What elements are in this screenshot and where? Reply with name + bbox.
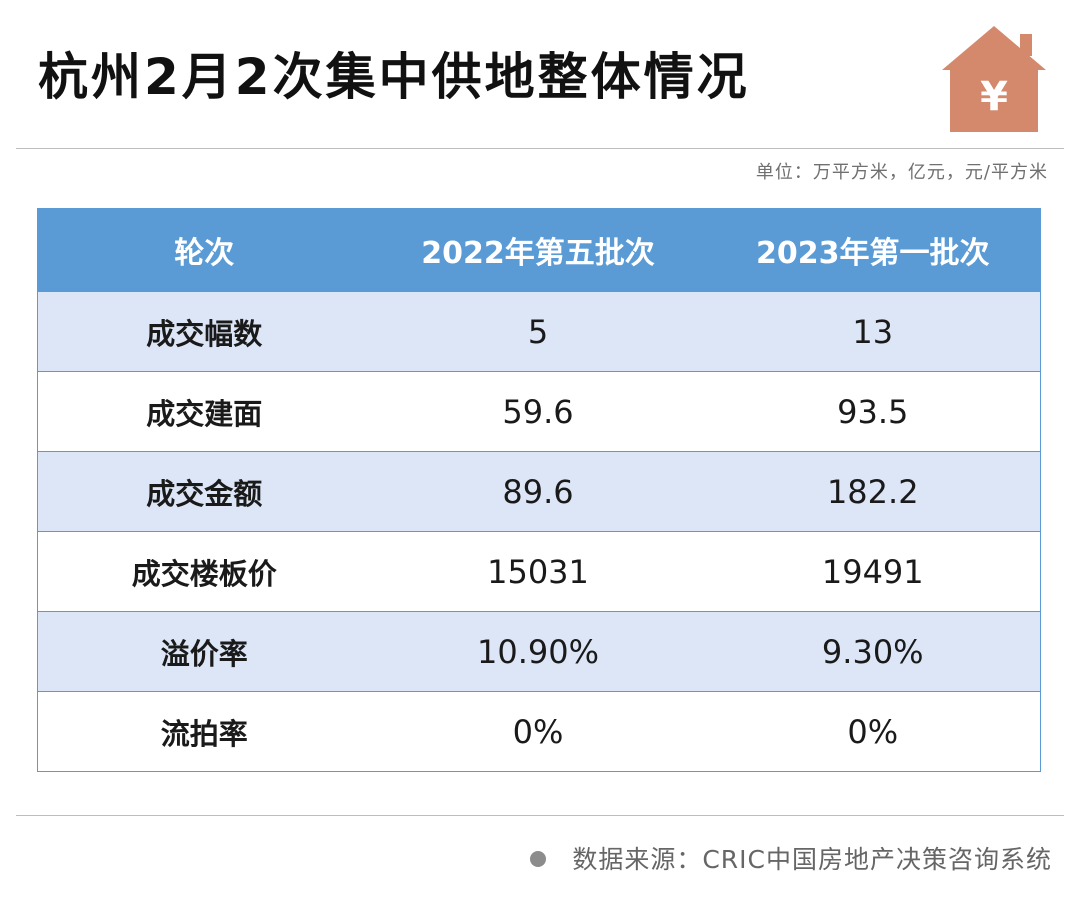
top-divider [16,148,1064,149]
house-yen-icon: ¥ [940,24,1048,134]
bottom-divider [16,815,1064,816]
table-row: 成交建面 59.6 93.5 [37,371,1041,452]
column-header: 2022年第五批次 [370,208,706,292]
table-row: 流拍率 0% 0% [37,691,1041,772]
table-cell: 9.30% [705,611,1041,692]
column-header: 2023年第一批次 [705,208,1041,292]
table-cell: 59.6 [370,371,706,452]
row-label: 成交幅数 [37,291,371,372]
row-label: 流拍率 [37,691,371,772]
table-cell: 0% [370,691,706,772]
table-cell: 10.90% [370,611,706,692]
bullet-dot-icon [530,851,547,867]
table-cell: 19491 [705,531,1041,612]
row-label: 成交建面 [37,371,371,452]
data-table-container: 轮次 2022年第五批次 2023年第一批次 成交幅数 5 13 成交建面 59… [37,208,1041,772]
land-supply-table: 轮次 2022年第五批次 2023年第一批次 成交幅数 5 13 成交建面 59… [37,208,1041,772]
unit-note: 单位：万平方米，亿元，元/平方米 [755,162,1048,183]
house-shape [942,26,1046,132]
table-cell: 182.2 [705,451,1041,532]
yen-symbol: ¥ [980,74,1008,120]
source-note: 数据来源：CRIC中国房地产决策咨询系统 [530,842,1052,878]
row-label: 溢价率 [37,611,371,692]
table-row: 成交金额 89.6 182.2 [37,451,1041,532]
row-label: 成交楼板价 [37,531,371,612]
table-row: 成交幅数 5 13 [37,291,1041,372]
table-row: 成交楼板价 15031 19491 [37,531,1041,612]
source-text: 数据来源：CRIC中国房地产决策咨询系统 [572,845,1052,874]
table-cell: 5 [370,291,706,372]
page-title: 杭州2月2次集中供地整体情况 [38,48,750,106]
table-row: 溢价率 10.90% 9.30% [37,611,1041,692]
table-cell: 13 [705,291,1041,372]
table-cell: 93.5 [705,371,1041,452]
table-header-row: 轮次 2022年第五批次 2023年第一批次 [37,208,1041,292]
table-cell: 89.6 [370,451,706,532]
table-cell: 0% [705,691,1041,772]
table-cell: 15031 [370,531,706,612]
column-header: 轮次 [37,208,371,292]
row-label: 成交金额 [37,451,371,532]
